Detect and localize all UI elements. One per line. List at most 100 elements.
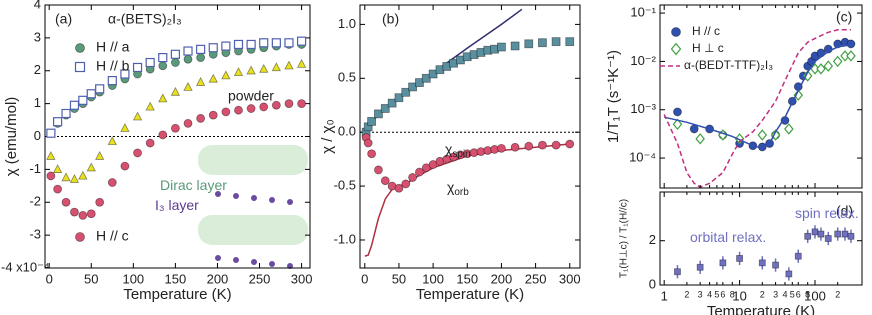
x-tick-label: 5: [790, 289, 795, 299]
data-point: [284, 99, 294, 109]
y-tick-label: -1: [29, 161, 41, 176]
fit-line: [663, 29, 851, 188]
x-tick-label: 8: [805, 289, 810, 299]
data-point: [816, 63, 826, 75]
data-point: [158, 52, 168, 63]
annotation: (c): [836, 9, 852, 25]
x-tick-label: 50: [392, 271, 406, 286]
annotation: (d): [836, 203, 853, 219]
data-point: [86, 89, 96, 99]
data-point: [284, 38, 294, 48]
data-point: [841, 230, 849, 238]
data-point: [107, 136, 117, 146]
x-tick-label: 200: [491, 271, 513, 286]
data-point: [363, 138, 373, 148]
data-point: [170, 86, 181, 96]
data-point: [132, 62, 143, 73]
data-point: [271, 38, 281, 48]
y-tick-label: -2: [29, 194, 41, 209]
data-point: [367, 149, 377, 159]
y-tick-label: 10⁻³: [630, 101, 656, 116]
data-point: [70, 207, 79, 217]
data-point: [259, 102, 269, 112]
x-tick-label: 100: [804, 288, 826, 303]
data-point: [183, 54, 193, 64]
y-axis-label: T₁(H⊥c) / T₁(H//c): [619, 199, 630, 278]
x-tick-label: 50: [84, 271, 98, 286]
x-tick-label: 4: [782, 289, 787, 299]
y-tick-label: -4 x10⁻⁴: [1, 259, 50, 274]
annotation: χorb: [447, 179, 469, 198]
data-point: [394, 93, 404, 103]
annotation: (b): [382, 11, 399, 27]
annotation-text: spin relax.: [795, 205, 859, 221]
data-point: [824, 235, 832, 242]
x-tick-label: 6: [720, 289, 725, 299]
y-tick-label: 0: [34, 128, 41, 143]
data-point: [78, 210, 88, 220]
data-point: [551, 37, 561, 47]
data-point: [695, 133, 705, 145]
x-tick-label: 1: [661, 288, 668, 303]
data-point: [107, 76, 117, 86]
x-tick-label: 5: [714, 289, 719, 299]
x-tick-label: 150: [165, 271, 187, 286]
data-point: [107, 178, 117, 187]
legend-label: H // c: [692, 24, 720, 38]
data-point: [233, 39, 244, 50]
y-tick-label: 0.0: [338, 124, 356, 139]
annotation-text: I₃ layer: [155, 197, 199, 213]
y-tick-label: 10⁻²: [630, 53, 656, 68]
data-point: [61, 197, 71, 207]
data-point: [208, 110, 218, 120]
data-point: [196, 53, 206, 62]
x-tick-label: 3: [773, 289, 778, 299]
annotation: (a): [55, 11, 72, 27]
data-point: [551, 140, 561, 150]
data-point: [823, 60, 834, 72]
data-point: [374, 165, 383, 175]
legend-marker: [671, 27, 681, 37]
x-tick-label: 8: [730, 289, 735, 299]
data-point: [510, 142, 520, 152]
data-point: [170, 49, 180, 59]
annotation: χspin: [445, 141, 471, 160]
x-tick-label: 0: [46, 271, 53, 286]
data-point: [95, 150, 105, 160]
data-point: [785, 270, 793, 278]
annotation-text: Dirac layer: [160, 177, 227, 193]
data-point: [234, 105, 243, 115]
data-point: [46, 150, 56, 160]
data-point: [170, 123, 180, 133]
data-point: [132, 111, 143, 121]
data-point: [538, 140, 547, 150]
data-point: [86, 209, 96, 219]
data-point: [86, 162, 96, 172]
data-point: [401, 179, 411, 189]
data-point: [565, 139, 575, 149]
fit-line: [364, 143, 570, 257]
data-point: [538, 38, 547, 48]
data-point: [246, 65, 256, 75]
data-point: [46, 128, 56, 138]
data-point: [380, 176, 390, 186]
data-point: [757, 129, 768, 141]
y-tick-label: 4: [34, 0, 41, 11]
data-point: [296, 58, 307, 68]
y-tick-label: 2: [649, 232, 656, 247]
data-point: [674, 268, 681, 276]
data-point: [221, 107, 231, 117]
data-point: [78, 95, 88, 105]
data-point: [145, 101, 155, 111]
fit-line: [664, 44, 852, 150]
crystal-illustration: [198, 145, 308, 269]
x-tick-label: 150: [456, 271, 478, 286]
data-point: [284, 60, 294, 70]
x-tick-label: 300: [559, 271, 581, 286]
x-tick-label: 250: [525, 271, 547, 286]
data-point: [394, 183, 404, 193]
data-point: [158, 130, 168, 140]
x-tick-label: 100: [122, 271, 144, 286]
data-point: [196, 44, 206, 54]
